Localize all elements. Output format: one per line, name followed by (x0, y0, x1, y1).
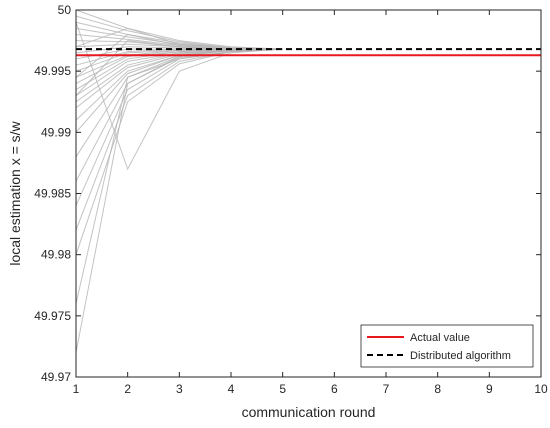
x-tick-label: 6 (331, 382, 338, 396)
legend-box (360, 324, 534, 368)
y-axis: 49.97 49.975 49.98 49.985 49.99 49.995 50 (34, 3, 541, 384)
x-tick-label: 8 (434, 382, 441, 396)
y-tick-label: 49.99 (41, 125, 71, 139)
x-tick-label: 1 (73, 382, 80, 396)
node-estimate-line (75, 9, 283, 50)
y-tick-label: 49.97 (41, 370, 71, 384)
x-tick-label: 3 (176, 382, 183, 396)
y-tick-label: 49.98 (41, 248, 71, 262)
legend: Actual value Distributed algorithm (360, 324, 534, 368)
node-estimate-line (75, 22, 283, 171)
x-tick-label: 10 (534, 382, 548, 396)
y-tick-label: 49.985 (34, 187, 71, 201)
x-tick-label: 4 (228, 382, 235, 396)
x-tick-label: 2 (124, 382, 131, 396)
node-estimate-line (75, 48, 283, 304)
y-tick-label: 49.995 (34, 64, 71, 78)
series-lines (76, 48, 541, 57)
plot-area (76, 10, 541, 377)
x-axis: 1 2 3 4 5 6 7 8 9 10 (73, 10, 548, 396)
y-tick-label: 49.975 (34, 309, 71, 323)
y-tick-label: 50 (58, 3, 72, 17)
x-tick-label: 5 (279, 382, 286, 396)
x-tick-label: 9 (486, 382, 493, 396)
y-axis-label: local estimation x = s/w (7, 120, 23, 265)
legend-label-actual-value: Actual value (410, 332, 470, 344)
legend-label-distributed-algorithm: Distributed algorithm (410, 350, 511, 362)
x-tick-label: 7 (383, 382, 390, 396)
x-axis-label: communication round (242, 404, 376, 420)
